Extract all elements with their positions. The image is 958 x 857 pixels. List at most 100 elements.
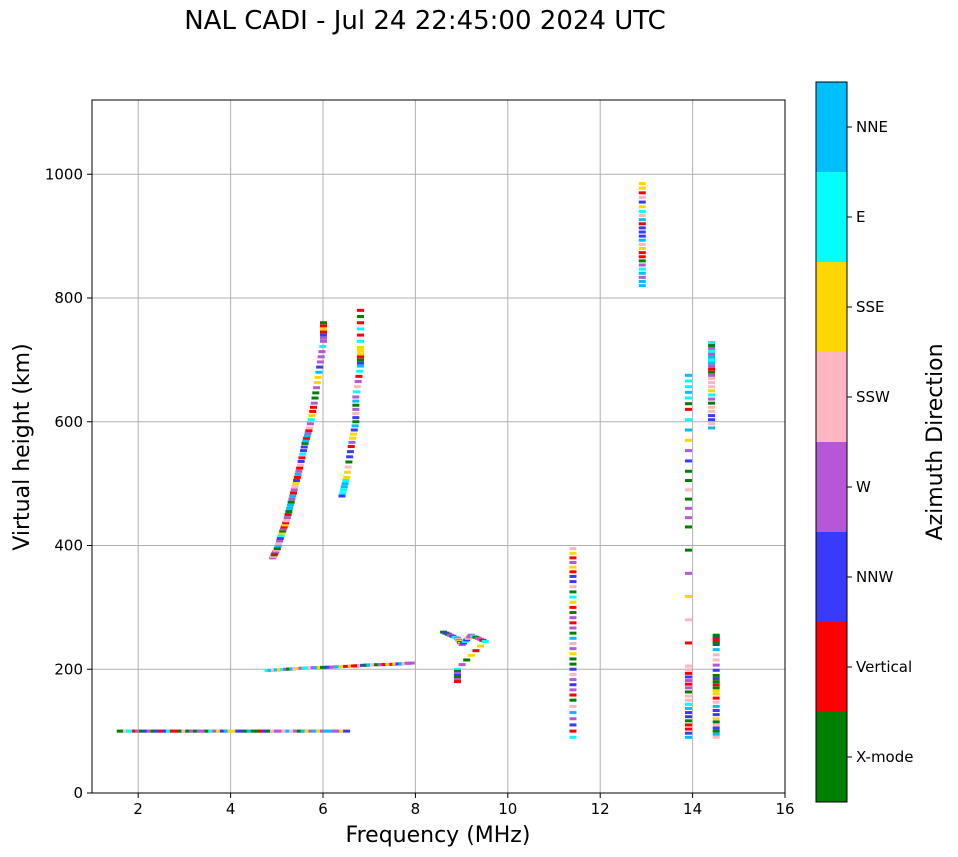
data-point <box>275 541 283 545</box>
data-point <box>291 485 299 489</box>
data-point <box>266 729 274 733</box>
data-point <box>227 729 235 733</box>
data-point <box>453 673 461 677</box>
data-point <box>320 339 327 343</box>
data-point <box>712 704 720 708</box>
data-point <box>289 491 297 495</box>
data-point <box>708 393 716 397</box>
data-point <box>638 255 646 259</box>
data-point <box>340 485 348 489</box>
data-point <box>684 497 692 501</box>
data-point <box>684 706 692 710</box>
x-tick-label: 14 <box>683 800 702 818</box>
data-point <box>319 344 327 348</box>
data-point <box>340 488 348 492</box>
data-point <box>569 580 577 584</box>
data-point <box>638 186 646 190</box>
data-point <box>684 390 692 394</box>
y-tick-label: 800 <box>54 289 83 307</box>
data-point <box>638 259 646 263</box>
data-point <box>463 638 471 642</box>
data-point <box>303 434 311 438</box>
data-point <box>339 729 347 733</box>
data-point <box>684 516 692 520</box>
data-point <box>569 647 577 651</box>
data-point <box>316 365 324 369</box>
plot-area <box>92 100 785 793</box>
data-point <box>181 729 189 733</box>
data-point <box>684 727 692 731</box>
data-point <box>173 729 181 733</box>
data-point <box>569 631 577 635</box>
data-point <box>269 556 277 560</box>
data-point <box>289 729 297 733</box>
data-point <box>352 416 360 420</box>
data-point <box>293 729 301 733</box>
data-point <box>708 401 716 405</box>
data-point <box>638 280 646 283</box>
data-point <box>708 405 716 409</box>
data-point <box>684 711 692 715</box>
data-point <box>329 665 337 669</box>
y-tick-label: 200 <box>54 660 83 678</box>
data-point <box>569 641 577 645</box>
data-point <box>324 665 332 669</box>
data-point <box>320 333 327 337</box>
data-point <box>246 729 254 733</box>
data-point <box>350 432 358 436</box>
data-point <box>712 653 720 657</box>
data-point <box>712 658 720 662</box>
data-point <box>356 361 364 365</box>
data-point <box>356 321 364 325</box>
data-point <box>712 723 720 727</box>
data-point <box>352 395 360 399</box>
data-point <box>289 494 297 498</box>
data-point <box>453 669 461 673</box>
colorbar-tick-label: E <box>856 208 865 226</box>
data-point <box>569 636 577 640</box>
data-point <box>305 429 313 433</box>
colorbar-segment <box>816 622 847 712</box>
plot-background <box>92 100 785 793</box>
data-point <box>254 729 262 733</box>
y-tick-label: 1000 <box>45 165 83 183</box>
data-point <box>276 539 284 543</box>
colorbar-segment <box>816 532 847 622</box>
data-point <box>293 475 301 479</box>
data-point <box>250 729 258 733</box>
data-point <box>285 509 293 513</box>
data-point <box>481 639 489 643</box>
data-point <box>304 729 312 733</box>
data-point <box>381 663 389 667</box>
data-point <box>292 482 300 486</box>
data-point <box>385 662 393 666</box>
data-point <box>212 729 220 733</box>
data-point <box>708 376 716 380</box>
data-point <box>569 657 577 661</box>
data-point <box>356 333 364 337</box>
data-point <box>377 663 385 667</box>
data-point <box>684 668 692 672</box>
data-point <box>708 343 716 347</box>
data-point <box>712 668 720 672</box>
data-point <box>453 671 461 675</box>
colorbar-label: Azimuth Direction <box>923 343 948 540</box>
data-point <box>708 422 716 426</box>
data-point <box>708 370 716 374</box>
data-point <box>339 491 347 495</box>
data-point <box>273 729 281 733</box>
data-point <box>169 729 177 733</box>
data-point <box>569 561 577 565</box>
data-point <box>279 527 287 531</box>
data-point <box>684 407 692 411</box>
data-point <box>712 713 720 717</box>
data-point <box>344 465 352 469</box>
data-point <box>712 643 720 646</box>
data-point <box>569 616 577 620</box>
data-point <box>283 516 291 520</box>
data-point <box>356 346 364 349</box>
data-point <box>277 729 285 733</box>
data-point <box>277 534 285 538</box>
data-point <box>333 665 341 669</box>
